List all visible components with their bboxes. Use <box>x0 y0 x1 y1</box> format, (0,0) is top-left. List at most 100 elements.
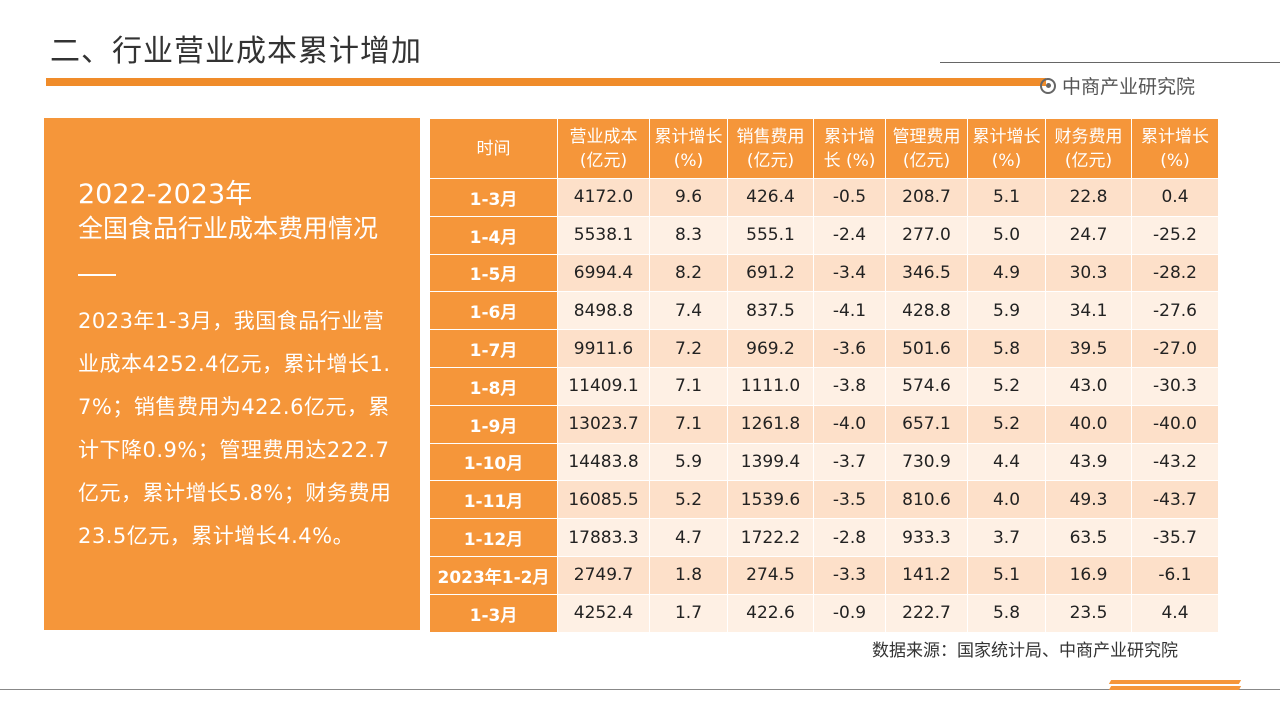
value-cell: -2.8 <box>813 518 886 557</box>
value-cell: 5.0 <box>967 215 1046 255</box>
period-cell: 1-3月 <box>429 593 558 633</box>
value-cell: 426.4 <box>727 178 814 217</box>
value-cell: 691.2 <box>727 253 814 293</box>
value-cell: 5.8 <box>967 593 1046 633</box>
value-cell: 17883.3 <box>557 518 650 557</box>
value-cell: -28.2 <box>1131 253 1219 293</box>
column-header-line: (亿元) <box>1064 150 1113 171</box>
table-row: 1-3月 4172.0 9.6 426.4 -0.5 208.7 5.1 22.8 0.4 <box>429 178 1219 217</box>
period-cell: 1-10月 <box>429 442 558 482</box>
value-cell: 23.5 <box>1045 593 1132 633</box>
value-cell: 1399.4 <box>727 442 814 482</box>
value-cell: 501.6 <box>885 329 968 368</box>
value-cell: 43.0 <box>1045 366 1132 406</box>
value-cell: 5.2 <box>649 480 728 520</box>
value-cell: 346.5 <box>885 253 968 293</box>
value-cell: 277.0 <box>885 215 968 255</box>
value-cell: 0.4 <box>1131 178 1219 217</box>
value-cell: 39.5 <box>1045 329 1132 368</box>
value-cell: -30.3 <box>1131 366 1219 406</box>
value-cell: 24.7 <box>1045 215 1132 255</box>
column-header-line: 累计增长 <box>972 126 1041 147</box>
column-header: 累计增长 (%) <box>967 118 1046 179</box>
summary-panel: 2022-2023年 全国食品行业成本费用情况 2023年1-3月，我国食品行业… <box>44 118 420 630</box>
value-cell: 730.9 <box>885 442 968 482</box>
column-header-line: (%) <box>1160 150 1190 171</box>
value-cell: -0.9 <box>813 593 886 633</box>
value-cell: 34.1 <box>1045 291 1132 331</box>
period-cell: 1-4月 <box>429 215 558 255</box>
value-cell: 11409.1 <box>557 366 650 406</box>
period-cell: 1-6月 <box>429 291 558 331</box>
value-cell: -43.2 <box>1131 442 1219 482</box>
value-cell: 4.0 <box>967 480 1046 520</box>
table-header-row: 时间 营业成本 (亿元) 累计增长 (%) 销售费用 (亿元) 累计增长 (%) 管理费用 (亿元… <box>429 118 1219 179</box>
table-row: 1-3月 4252.4 1.7 422.6 -0.9 222.7 5.8 23.5 4.4 <box>429 593 1219 633</box>
value-cell: 5.1 <box>967 178 1046 217</box>
value-cell: 9.6 <box>649 178 728 217</box>
column-header-line: 累计增 <box>824 126 875 147</box>
value-cell: 141.2 <box>885 555 968 595</box>
value-cell: 1539.6 <box>727 480 814 520</box>
value-cell: 40.0 <box>1045 404 1132 444</box>
footer-stripes-decoration <box>1108 680 1242 694</box>
column-header: 管理费用 (亿元) <box>885 118 968 179</box>
column-header: 时间 <box>429 118 558 179</box>
value-cell: 208.7 <box>885 178 968 217</box>
value-cell: 7.2 <box>649 329 728 368</box>
value-cell: -6.1 <box>1131 555 1219 595</box>
value-cell: 5.8 <box>967 329 1046 368</box>
footer-divider <box>0 689 1280 690</box>
column-header-line: (亿元) <box>902 150 951 171</box>
value-cell: 2749.7 <box>557 555 650 595</box>
value-cell: -3.6 <box>813 329 886 368</box>
header-divider-line <box>940 62 1280 63</box>
value-cell: -27.6 <box>1131 291 1219 331</box>
panel-heading: 全国食品行业成本费用情况 <box>78 214 379 243</box>
column-header-line: 财务费用 <box>1054 126 1123 147</box>
value-cell: -0.5 <box>813 178 886 217</box>
column-header-line: (亿元) <box>579 150 628 171</box>
column-header-line: (%) <box>673 150 704 171</box>
cost-expense-table: 时间 营业成本 (亿元) 累计增长 (%) 销售费用 (亿元) 累计增长 (%) 管理费用 (亿元… <box>429 118 1219 633</box>
column-header: 销售费用 (亿元) <box>727 118 814 179</box>
value-cell: 8498.8 <box>557 291 650 331</box>
period-cell: 1-11月 <box>429 480 558 520</box>
table-body: 1-3月 4172.0 9.6 426.4 -0.5 208.7 5.1 22.8 0.4 1-4… <box>429 178 1219 633</box>
column-header: 累计增长 (%) <box>1131 118 1219 179</box>
value-cell: 13023.7 <box>557 404 650 444</box>
value-cell: 5.1 <box>967 555 1046 595</box>
value-cell: 7.4 <box>649 291 728 331</box>
value-cell: 5.9 <box>649 442 728 482</box>
value-cell: 1111.0 <box>727 366 814 406</box>
value-cell: -3.4 <box>813 253 886 293</box>
page-title: 二、行业营业成本累计增加 <box>50 34 422 69</box>
value-cell: 657.1 <box>885 404 968 444</box>
column-header-line: 累计增长 <box>654 126 723 147</box>
data-source-note: 数据来源：国家统计局、中商产业研究院 <box>872 641 1178 661</box>
value-cell: -3.7 <box>813 442 886 482</box>
value-cell: 4.9 <box>967 253 1046 293</box>
period-cell: 1-9月 <box>429 404 558 444</box>
value-cell: 9911.6 <box>557 329 650 368</box>
table-row: 1-6月 8498.8 7.4 837.5 -4.1 428.8 5.9 34.1 -27.6 <box>429 291 1219 331</box>
period-cell: 1-3月 <box>429 178 558 217</box>
value-cell: -3.3 <box>813 555 886 595</box>
panel-body-text: 2023年1-3月，我国食品行业营业成本4252.4亿元，累计增长1.7%；销售… <box>78 309 392 548</box>
value-cell: 63.5 <box>1045 518 1132 557</box>
column-header-line: 销售费用 <box>736 126 805 147</box>
value-cell: 1261.8 <box>727 404 814 444</box>
column-header: 营业成本 (亿元) <box>557 118 650 179</box>
header-stripes-decoration <box>1001 78 1035 88</box>
table-row: 2023年1-2月 2749.7 1.8 274.5 -3.3 141.2 5.1 16.9-… <box>429 555 1219 595</box>
column-header-line: 累计增长 <box>1141 126 1209 147</box>
period-cell: 2023年1-2月 <box>429 555 558 595</box>
value-cell: 933.3 <box>885 518 968 557</box>
value-cell: 8.2 <box>649 253 728 293</box>
value-cell: 6994.4 <box>557 253 650 293</box>
value-cell: 16085.5 <box>557 480 650 520</box>
value-cell: 16.9 <box>1045 555 1132 595</box>
value-cell: -3.8 <box>813 366 886 406</box>
column-header-line: 长 (%) <box>823 150 876 171</box>
panel-year: 2022-2023年 <box>78 179 253 210</box>
